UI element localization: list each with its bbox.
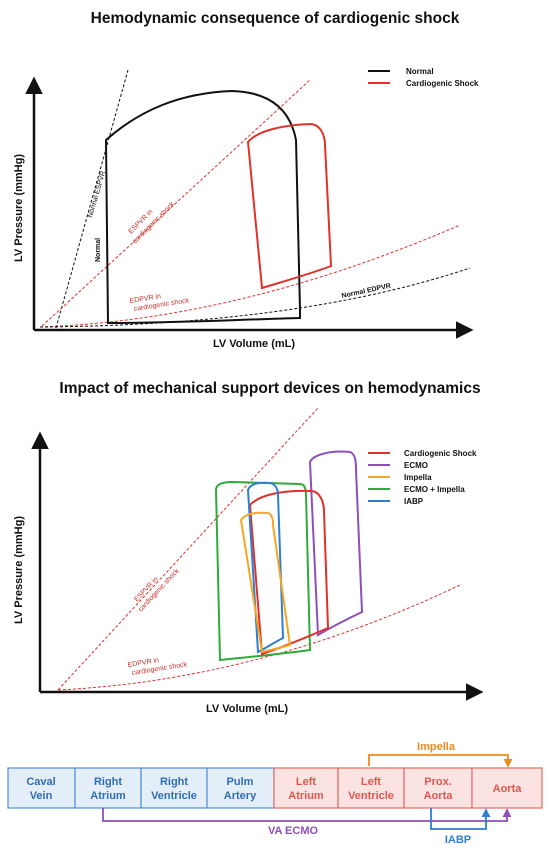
panel-2-x-label: LV Volume (mL) — [206, 703, 288, 715]
normal-loop-label: Normal — [95, 238, 102, 262]
box-prox-aorta — [403, 767, 473, 809]
legend-ecmo-label: ECMO — [404, 461, 428, 470]
box-right-atrium-line1: Right — [94, 776, 122, 788]
panel-2: Impact of mechanical support devices on … — [13, 380, 484, 715]
shock-loop-panel-2 — [248, 489, 330, 656]
box-right-ventricle — [140, 767, 208, 809]
iabp-arrow — [430, 808, 491, 830]
impella-pv-loop — [239, 511, 292, 654]
box-left-ventricle — [337, 767, 405, 809]
panel-2-edpvr-shock-label-1: EDPVR in — [127, 657, 159, 669]
legend-shock-label-2: Cardiogenic Shock — [404, 449, 477, 458]
box-left-atrium — [273, 767, 339, 809]
va-ecmo-arrow — [102, 808, 512, 822]
box-right-atrium-line2: Atrium — [90, 790, 126, 802]
legend-normal-label: Normal — [406, 67, 434, 76]
panel-2-legend: Cardiogenic Shock ECMO Impella ECMO + Im… — [368, 449, 477, 506]
espvr-shock-line — [41, 79, 311, 327]
box-prox-aorta-line1: Prox. — [424, 776, 452, 788]
box-prox-aorta-line2: Aorta — [424, 790, 454, 802]
legend-iabp-label: IABP — [404, 497, 424, 506]
normal-espvr-label: Normal ESPVR — [87, 170, 107, 218]
box-pulm-artery — [206, 767, 275, 809]
box-right-ventricle-line2: Ventricle — [151, 790, 197, 802]
legend-shock-label: Cardiogenic Shock — [406, 79, 479, 88]
normal-edpvr-label: Normal EDPVR — [341, 283, 392, 300]
box-left-ventricle-line1: Left — [361, 776, 382, 788]
box-right-ventricle-line1: Right — [160, 776, 188, 788]
box-aorta — [471, 767, 543, 809]
panel-2-y-label: LV Pressure (mmHg) — [13, 516, 25, 624]
box-left-atrium-line1: Left — [296, 776, 317, 788]
box-caval-vein-line1: Caval — [26, 776, 55, 788]
panel-1-legend: Normal Cardiogenic Shock — [368, 67, 479, 88]
impella-arrow — [368, 754, 513, 768]
edpvr-shock-label-1: EDPVR in — [129, 293, 161, 305]
ecmo-impella-pv-loop — [214, 480, 312, 662]
va-ecmo-label: VA ECMO — [268, 825, 319, 837]
iabp-label: IABP — [445, 834, 471, 846]
legend-impella-label: Impella — [404, 473, 432, 482]
box-caval-vein-line2: Vein — [30, 790, 53, 802]
box-pulm-artery-line2: Artery — [224, 790, 257, 802]
normal-edpvr-curve — [39, 267, 471, 328]
iabp-pv-loop — [246, 481, 285, 654]
circulation-boxes: Caval Vein Right Atrium Right Ventricle … — [7, 767, 543, 809]
panel-2-espvr-shock-line — [57, 407, 319, 691]
normal-pv-loop — [104, 89, 301, 325]
edpvr-shock-curve — [39, 224, 461, 328]
shock-pv-loop — [246, 122, 333, 290]
box-left-ventricle-line2: Ventricle — [348, 790, 394, 802]
box-pulm-artery-line1: Pulm — [227, 776, 254, 788]
circulation-schematic: Impella Caval Vein Right Atrium Right Ve… — [7, 741, 543, 846]
ecmo-pv-loop — [308, 450, 364, 637]
panel-1-x-label: LV Volume (mL) — [213, 338, 295, 350]
box-aorta-line1: Aorta — [493, 783, 523, 795]
impella-label: Impella — [417, 741, 456, 753]
box-right-atrium — [74, 767, 142, 809]
panel-1-title: Hemodynamic consequence of cardiogenic s… — [91, 10, 460, 27]
panel-1: Hemodynamic consequence of cardiogenic s… — [13, 10, 479, 350]
box-left-atrium-line2: Atrium — [288, 790, 324, 802]
box-caval-vein — [7, 767, 76, 809]
panel-2-title: Impact of mechanical support devices on … — [59, 380, 480, 397]
panel-1-y-label: LV Pressure (mmHg) — [13, 154, 25, 262]
legend-ecmo-impella-label: ECMO + Impella — [404, 485, 465, 494]
